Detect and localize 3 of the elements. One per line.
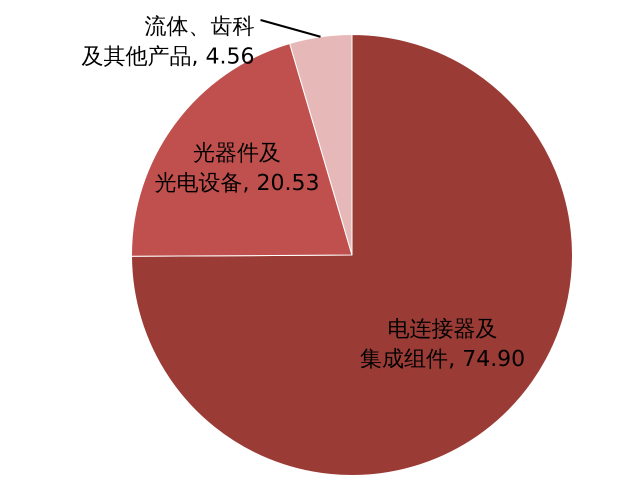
slice-label: 光器件及光电设备, 20.53 (154, 141, 320, 196)
slice-label: 流体、齿科及其他产品, 4.56 (82, 14, 255, 70)
slice-label: 电连接器及集成组件, 74.90 (360, 316, 526, 372)
